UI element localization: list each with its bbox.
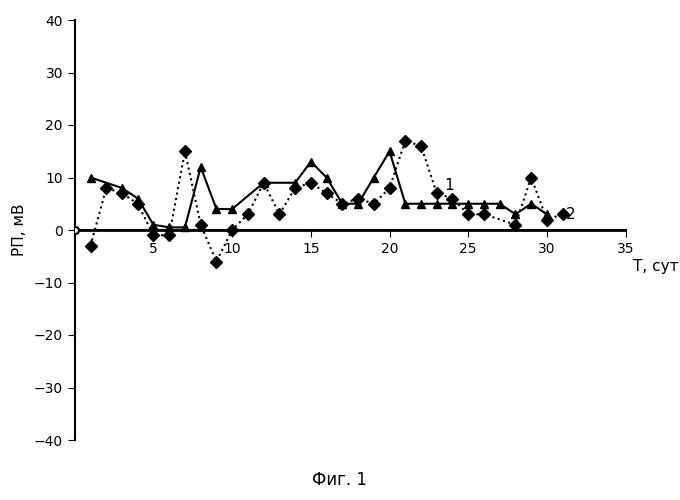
Text: 2: 2 [566, 207, 575, 222]
Text: T, сутки: T, сутки [634, 259, 680, 274]
Text: 1: 1 [445, 178, 454, 193]
Text: Фиг. 1: Фиг. 1 [313, 471, 367, 489]
Y-axis label: РП, мВ: РП, мВ [12, 204, 27, 256]
